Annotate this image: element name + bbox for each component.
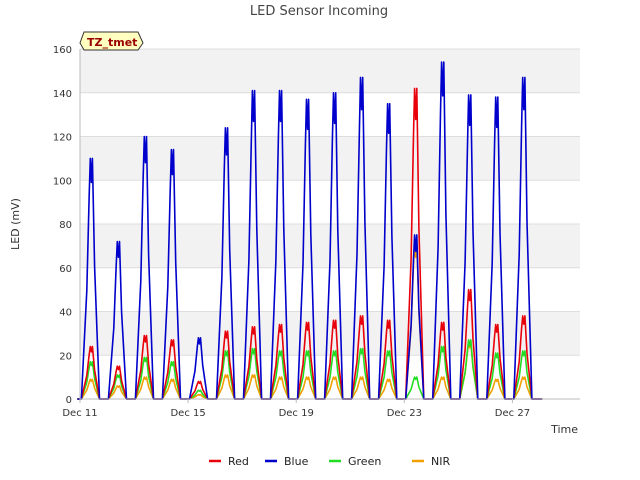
y-tick-label: 100 xyxy=(53,176,72,187)
station-tag-box xyxy=(79,31,144,51)
station-tag-label: TZ_tmet xyxy=(87,36,137,49)
y-tick-label: 0 xyxy=(66,395,72,406)
background-band xyxy=(80,49,580,93)
x-tick-label: Dec 27 xyxy=(495,408,530,419)
y-tick-label: 40 xyxy=(59,308,72,319)
series-line-blue xyxy=(77,61,543,400)
series-layer xyxy=(77,61,543,400)
legend-item-nir: NIR xyxy=(412,455,450,468)
legend-label: Red xyxy=(228,455,249,468)
y-tick-label: 160 xyxy=(53,45,72,56)
x-tick-label: Dec 19 xyxy=(279,408,314,419)
background-band xyxy=(80,136,580,181)
y-axis-title: LED (mV) xyxy=(9,198,22,250)
x-tick-labels: Dec 11 Dec 15 Dec 19 Dec 23 Dec 27 xyxy=(62,399,530,419)
y-tick-label: 80 xyxy=(59,220,72,231)
series-line-red xyxy=(77,87,543,400)
legend-item-red: Red xyxy=(209,455,249,468)
legend-label: NIR xyxy=(431,455,450,468)
y-tick-label: 20 xyxy=(59,351,72,362)
x-tick-label: Dec 23 xyxy=(387,408,422,419)
legend-item-green: Green xyxy=(329,455,381,468)
y-tick-labels: 0 20 40 60 80 100 120 140 160 xyxy=(53,45,72,406)
x-tick-label: Dec 15 xyxy=(170,408,205,419)
legend-label: Blue xyxy=(284,455,309,468)
x-tick-label: Dec 11 xyxy=(62,408,97,419)
legend: Red Blue Green NIR xyxy=(209,455,450,468)
y-tick-label: 120 xyxy=(53,133,72,144)
background-band xyxy=(80,92,580,137)
station-tag: TZ_tmet xyxy=(79,31,144,51)
series-line-green xyxy=(77,339,543,400)
background-band xyxy=(80,311,580,356)
legend-item-blue: Blue xyxy=(265,455,309,468)
chart-title: LED Sensor Incoming xyxy=(250,4,388,19)
background-band xyxy=(80,180,580,224)
y-tick-label: 60 xyxy=(59,264,72,275)
y-tick-label: 140 xyxy=(53,89,72,100)
x-axis-title: Time xyxy=(550,423,578,436)
legend-label: Green xyxy=(348,455,381,468)
